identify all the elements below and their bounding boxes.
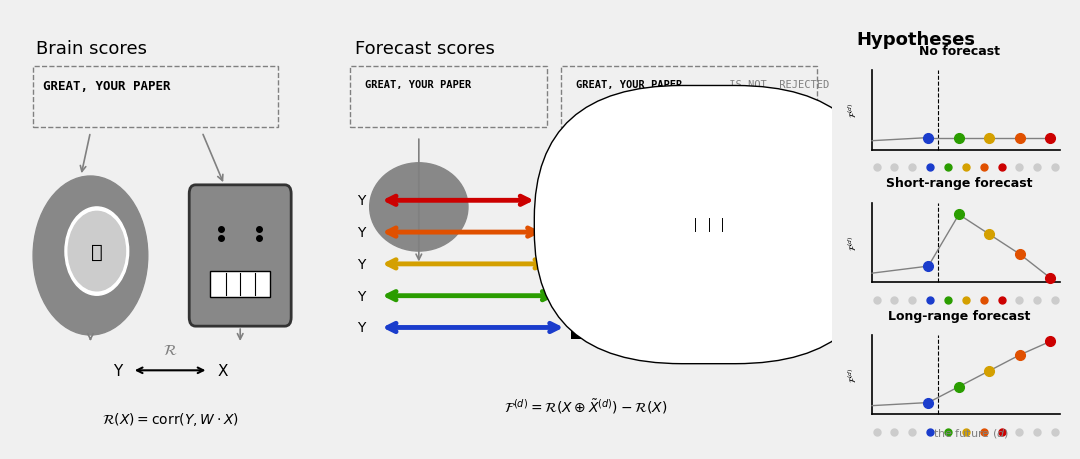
Bar [603,285,712,307]
Text: Short-range forecast: Short-range forecast [886,177,1032,190]
Text: GREAT, YOUR PAPER: GREAT, YOUR PAPER [576,80,683,90]
Circle shape [68,212,125,291]
FancyBboxPatch shape [210,271,270,298]
Circle shape [65,207,129,296]
Text: $\mathcal{R}$: $\mathcal{R}$ [163,342,177,357]
Bar [564,285,583,307]
Text: $\mathcal{F}^{(d)} = \mathcal{R}(X \oplus \tilde{X}^{(d)}) - \mathcal{R}(X)$: $\mathcal{F}^{(d)} = \mathcal{R}(X \oplu… [504,397,667,415]
Bar [699,319,716,336]
Text: Long-range forecast: Long-range forecast [888,309,1030,322]
FancyBboxPatch shape [708,194,797,278]
Text: $\mathcal{F}^{(d)}$: $\mathcal{F}^{(d)}$ [847,235,860,251]
Text: Hypotheses: Hypotheses [856,31,975,49]
Text: Brain scores: Brain scores [37,40,147,58]
Bar [610,224,627,241]
Text: $\tilde{X}^{(0)}$: $\tilde{X}^{(0)}$ [726,319,748,336]
Text: $\tilde{X}^{(4)}$: $\tilde{X}^{(4)}$ [697,193,719,209]
Text: $\oplus$: $\oplus$ [593,321,604,334]
Text: 🧠: 🧠 [91,242,103,261]
Text: $\tilde{X}^{(3)}$: $\tilde{X}^{(3)}$ [704,224,727,241]
Bar [596,253,704,275]
FancyBboxPatch shape [685,181,772,265]
Text: $\oplus$: $\oplus$ [563,194,575,207]
Text: $\mathcal{F}^{(d)}$: $\mathcal{F}^{(d)}$ [847,103,860,118]
Bar [571,317,591,339]
Bar [670,287,687,305]
Bar [542,190,562,212]
Text: $\tilde{X}^{(1)}$: $\tilde{X}^{(1)}$ [718,288,742,304]
Text: $\tilde{X}^{(2)}$: $\tilde{X}^{(2)}$ [712,256,734,273]
Bar [581,190,689,212]
Circle shape [33,177,148,335]
Text: GREAT, YOUR PAPER: GREAT, YOUR PAPER [43,80,171,93]
FancyBboxPatch shape [535,86,883,364]
Text: Y: Y [357,257,366,271]
Text: Forecast scores: Forecast scores [355,40,495,58]
Text: Y: Y [357,321,366,335]
Text: $\oplus$: $\oplus$ [578,258,589,271]
FancyBboxPatch shape [189,185,292,326]
Text: $\mathcal{F}^{(d)}$: $\mathcal{F}^{(d)}$ [847,367,860,383]
Bar [549,222,569,244]
Bar [581,192,598,210]
Bar [610,317,718,339]
Bar [589,222,697,244]
Bar [640,256,657,273]
Text: No forecast: No forecast [918,45,1000,58]
Text: $\oplus$: $\oplus$ [570,226,582,239]
Text: X: X [218,363,228,378]
Text: $\mathcal{R}(X) = \mathrm{corr}(Y, W \cdot X)$: $\mathcal{R}(X) = \mathrm{corr}(Y, W \cd… [102,410,239,427]
Text: Y: Y [357,194,366,208]
Text: $\oplus$: $\oplus$ [585,290,596,302]
FancyBboxPatch shape [660,168,748,252]
Text: $\mathcal{R}$: $\mathcal{R}$ [542,158,561,177]
Text: Y: Y [357,289,366,303]
Circle shape [369,163,468,252]
Text: Y: Y [357,226,366,240]
Text: the future $(d)$: the future $(d)$ [932,426,1009,439]
Text: IS NOT  REJECTED: IS NOT REJECTED [724,80,829,90]
Text: GREAT, YOUR PAPER: GREAT, YOUR PAPER [365,80,471,90]
Bar [556,253,576,275]
Text: Y: Y [113,363,122,378]
